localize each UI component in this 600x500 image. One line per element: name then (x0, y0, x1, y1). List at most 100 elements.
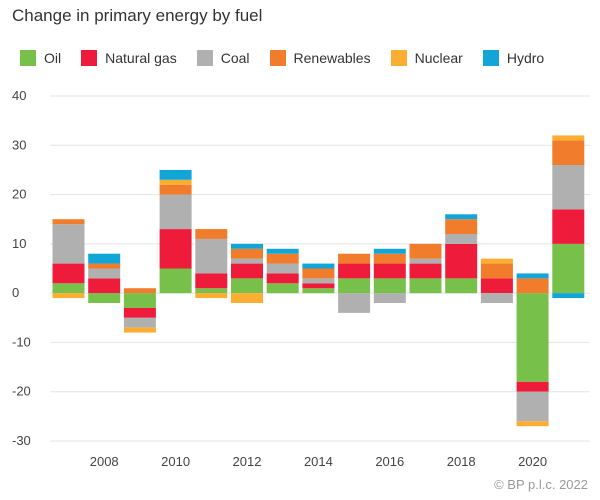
bar-coal-2009[interactable] (123, 317, 156, 328)
bar-oil-2016[interactable] (373, 278, 406, 294)
bar-oil-2014[interactable] (302, 288, 335, 294)
copyright-credit: © BP p.l.c. 2022 (494, 477, 588, 492)
bar-natural-gas-2017[interactable] (409, 263, 442, 279)
bar-renewables-2010[interactable] (159, 184, 192, 195)
bar-renewables-2019[interactable] (480, 263, 513, 279)
x-tick-label-2008: 2008 (90, 454, 119, 469)
legend-swatch-oil (20, 50, 36, 66)
bar-natural-gas-2007[interactable] (52, 263, 85, 284)
bar-nuclear-2020[interactable] (516, 421, 549, 427)
legend: Oil Natural gas Coal Renewables Nuclear … (20, 50, 564, 66)
bar-natural-gas-2009[interactable] (123, 307, 156, 318)
x-tick-label-2018: 2018 (447, 454, 476, 469)
bar-oil-2013[interactable] (266, 283, 299, 294)
bar-natural-gas-2011[interactable] (195, 273, 228, 289)
bar-oil-2018[interactable] (445, 278, 478, 294)
bar-renewables-2021[interactable] (552, 140, 585, 165)
bar-renewables-2013[interactable] (266, 253, 299, 264)
bar-natural-gas-2008[interactable] (88, 278, 121, 294)
bar-nuclear-2012[interactable] (231, 293, 263, 303)
bar-hydro-2008[interactable] (88, 253, 121, 264)
y-tick-label-10: 10 (12, 236, 26, 251)
bar-oil-2020[interactable] (516, 293, 549, 382)
bar-renewables-2016[interactable] (373, 253, 406, 264)
bar-oil-2010[interactable] (159, 268, 192, 294)
y-axis-ticks: 40 30 20 10 0 -10 -20 -30 (12, 88, 31, 448)
bar-renewables-2018[interactable] (445, 219, 478, 234)
y-tick-label-30: 30 (12, 137, 26, 152)
bar-renewables-2009[interactable] (123, 288, 156, 294)
bar-renewables-2020[interactable] (516, 278, 549, 294)
y-tick-label-20: 20 (12, 187, 26, 202)
bar-oil-2011[interactable] (195, 288, 228, 294)
bar-nuclear-2021[interactable] (552, 135, 585, 141)
bar-renewables-2015[interactable] (338, 253, 371, 264)
bar-natural-gas-2018[interactable] (445, 243, 478, 279)
bar-oil-2012[interactable] (231, 278, 263, 294)
legend-label-oil: Oil (44, 50, 62, 66)
bar-nuclear-2009[interactable] (123, 327, 156, 333)
bar-coal-2014[interactable] (302, 278, 335, 284)
y-tick-label-40: 40 (12, 88, 26, 103)
legend-item-natural-gas[interactable]: Natural gas (81, 50, 177, 66)
bar-natural-gas-2021[interactable] (552, 209, 585, 244)
bar-hydro-2020[interactable] (516, 273, 549, 279)
legend-label-natural-gas: Natural gas (105, 50, 177, 66)
bar-hydro-2016[interactable] (373, 248, 406, 254)
bar-renewables-2007[interactable] (52, 219, 85, 225)
bar-renewables-2014[interactable] (302, 268, 335, 279)
bar-renewables-2017[interactable] (409, 243, 442, 259)
bar-nuclear-2010[interactable] (159, 179, 192, 185)
bar-coal-2013[interactable] (266, 263, 299, 274)
bar-nuclear-2019[interactable] (480, 258, 513, 264)
bar-coal-2016[interactable] (373, 293, 406, 303)
bar-coal-2019[interactable] (480, 293, 513, 303)
bar-renewables-2011[interactable] (195, 229, 228, 239)
bar-coal-2010[interactable] (159, 194, 192, 230)
bar-hydro-2010[interactable] (159, 169, 192, 180)
bar-hydro-2014[interactable] (302, 263, 335, 269)
legend-item-nuclear[interactable]: Nuclear (390, 50, 463, 66)
bar-natural-gas-2015[interactable] (338, 263, 371, 279)
bar-natural-gas-2013[interactable] (266, 273, 299, 284)
bar-hydro-2013[interactable] (266, 248, 299, 254)
bar-coal-2011[interactable] (195, 238, 228, 274)
legend-label-renewables: Renewables (293, 50, 371, 66)
legend-label-nuclear: Nuclear (414, 50, 463, 66)
bar-coal-2018[interactable] (445, 234, 478, 244)
bar-natural-gas-2014[interactable] (302, 283, 335, 289)
bar-nuclear-2011[interactable] (195, 293, 228, 299)
bar-coal-2007[interactable] (52, 224, 85, 264)
legend-item-oil[interactable]: Oil (20, 50, 61, 66)
legend-item-hydro[interactable]: Hydro (482, 50, 544, 66)
bar-natural-gas-2016[interactable] (373, 263, 406, 279)
bar-coal-2015[interactable] (338, 293, 371, 313)
bar-natural-gas-2012[interactable] (231, 263, 263, 279)
bar-oil-2021[interactable] (552, 243, 585, 294)
bar-coal-2020[interactable] (516, 391, 549, 422)
legend-item-coal[interactable]: Coal (196, 50, 250, 66)
x-tick-label-2014: 2014 (304, 454, 333, 469)
bar-nuclear-2007[interactable] (52, 293, 85, 299)
bar-oil-2007[interactable] (52, 283, 85, 294)
x-tick-label-2012: 2012 (233, 454, 262, 469)
bar-natural-gas-2020[interactable] (516, 381, 549, 392)
bar-renewables-2012[interactable] (231, 248, 263, 259)
bar-hydro-2021[interactable] (552, 293, 585, 299)
bar-coal-2017[interactable] (409, 258, 442, 264)
bar-coal-2008[interactable] (88, 268, 121, 279)
y-tick-label-0: 0 (12, 285, 19, 300)
bar-hydro-2012[interactable] (231, 243, 263, 249)
bar-oil-2009[interactable] (123, 293, 156, 308)
bar-coal-2021[interactable] (552, 165, 585, 210)
bar-hydro-2018[interactable] (445, 214, 478, 220)
bar-oil-2008[interactable] (88, 293, 121, 303)
legend-swatch-hydro (482, 50, 499, 66)
bar-oil-2017[interactable] (409, 278, 442, 294)
bar-renewables-2008[interactable] (88, 263, 121, 269)
bar-oil-2015[interactable] (338, 278, 371, 294)
legend-item-renewables[interactable]: Renewables (269, 50, 371, 66)
bar-natural-gas-2010[interactable] (159, 229, 192, 269)
bar-natural-gas-2019[interactable] (480, 278, 513, 294)
bar-coal-2012[interactable] (231, 258, 263, 264)
